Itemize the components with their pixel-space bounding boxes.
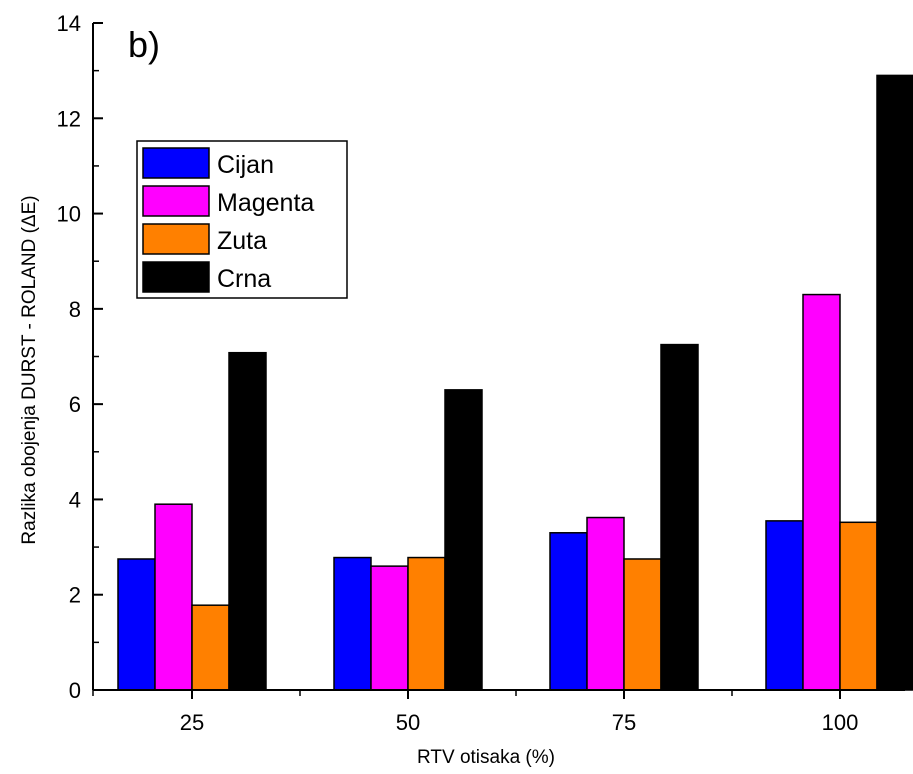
bar-crna-75 — [661, 345, 698, 690]
bar-zuta-25 — [192, 605, 229, 690]
legend: Cijan Magenta Zuta Crna — [137, 141, 347, 298]
x-tick-label: 100 — [822, 710, 859, 735]
legend-label-zuta: Zuta — [217, 227, 267, 255]
legend-swatch-magenta — [143, 186, 209, 216]
bar-crna-25 — [229, 353, 266, 690]
bar-zuta-100 — [840, 522, 877, 690]
legend-label-cijan: Cijan — [217, 151, 274, 179]
bar-magenta-100 — [803, 295, 840, 690]
y-tick-label: 6 — [69, 392, 81, 417]
bar-magenta-50 — [371, 566, 408, 690]
y-tick-label: 0 — [69, 678, 81, 703]
legend-label-magenta: Magenta — [217, 189, 314, 217]
y-tick-label: 8 — [69, 297, 81, 322]
bar-cijan-100 — [766, 521, 803, 690]
x-axis-title: RTV otisaka (%) — [417, 747, 555, 768]
bar-crna-50 — [445, 390, 482, 690]
panel-label: b) — [128, 24, 160, 65]
bar-cijan-50 — [334, 558, 371, 690]
y-tick-label: 14 — [57, 11, 81, 36]
x-tick-label: 25 — [180, 710, 204, 735]
bar-zuta-75 — [624, 559, 661, 690]
bar-magenta-25 — [155, 504, 192, 690]
y-tick-label: 12 — [57, 106, 81, 131]
legend-swatch-cijan — [143, 148, 209, 178]
bar-crna-100 — [877, 75, 913, 690]
bar-zuta-50 — [408, 558, 445, 690]
y-tick-label: 10 — [57, 202, 81, 227]
bar-magenta-75 — [587, 518, 624, 690]
x-tick-label: 75 — [612, 710, 636, 735]
legend-swatch-zuta — [143, 224, 209, 254]
y-tick-label: 2 — [69, 583, 81, 608]
bar-cijan-75 — [550, 533, 587, 690]
x-tick-label: 50 — [396, 710, 420, 735]
bar-cijan-25 — [118, 559, 155, 690]
legend-swatch-crna — [143, 262, 209, 292]
y-axis-title: Razlika obojenja DURST - ROLAND (ΔE) — [19, 195, 40, 544]
legend-label-crna: Crna — [217, 265, 271, 293]
y-tick-label: 4 — [69, 487, 81, 512]
